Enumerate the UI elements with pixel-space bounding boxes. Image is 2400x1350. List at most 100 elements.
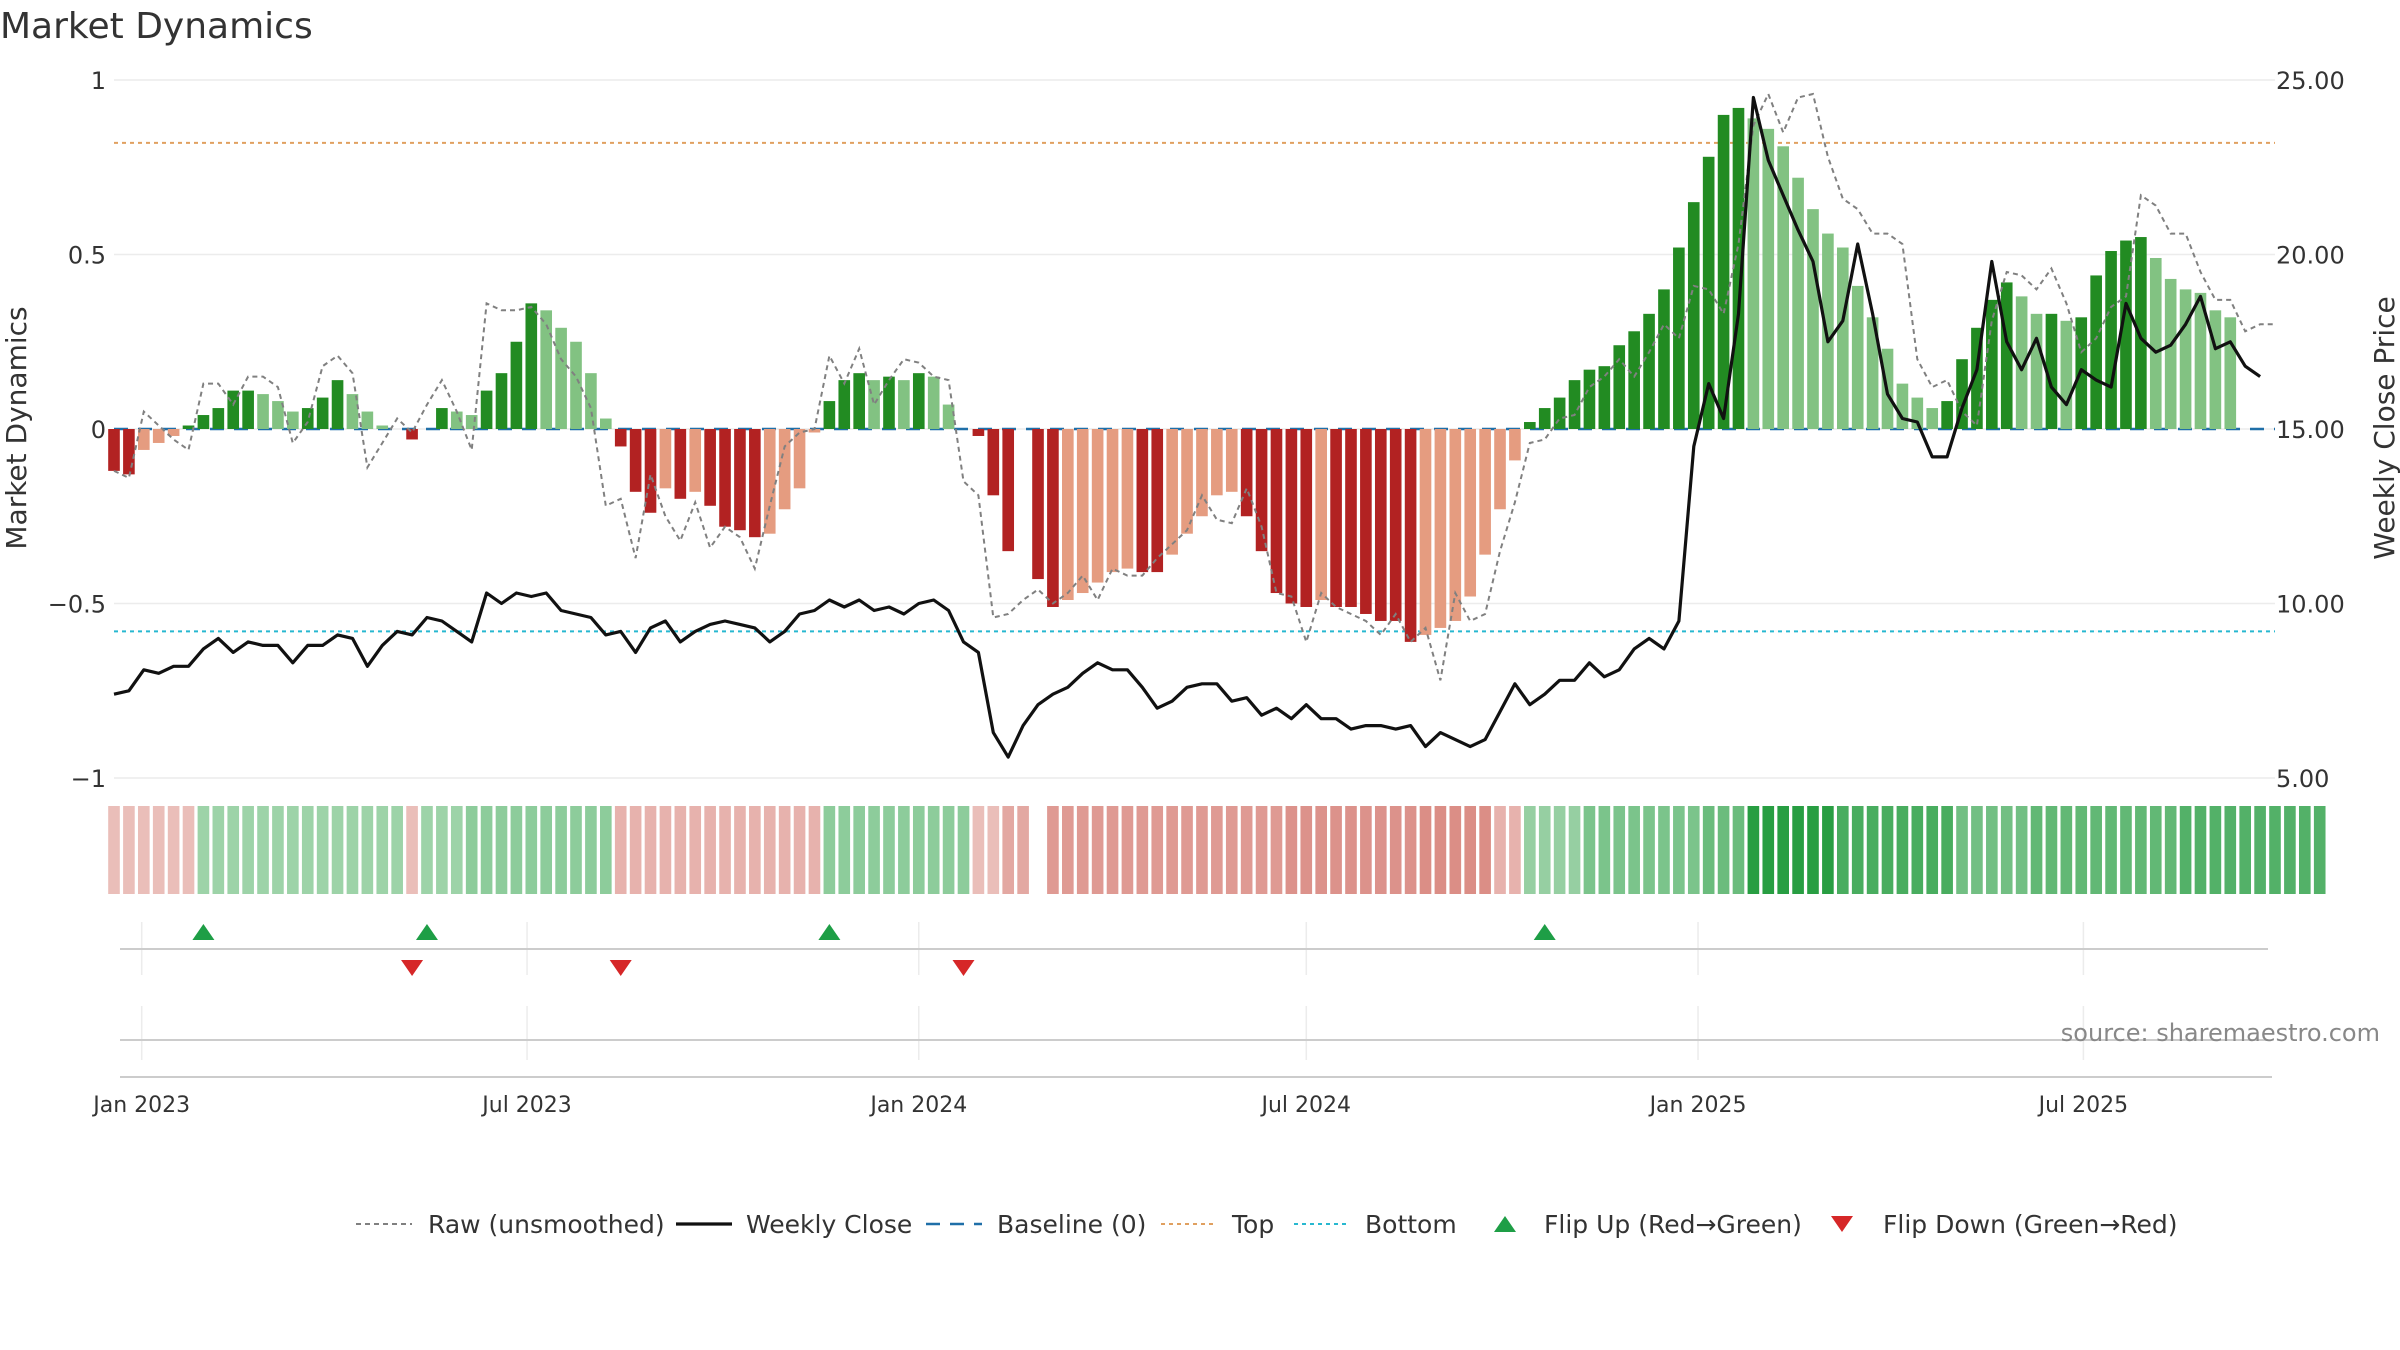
dynamics-bar [123, 429, 135, 475]
heat-cell [1062, 806, 1074, 894]
dynamics-bar [1136, 429, 1149, 573]
heat-cell [1613, 806, 1626, 894]
heat-cell [1196, 806, 1208, 894]
heat-cell [1628, 806, 1640, 894]
dynamics-bar [450, 411, 463, 429]
heat-cell [629, 806, 642, 894]
heat-cell [2015, 806, 2028, 894]
heat-cell [1404, 806, 1417, 894]
dynamics-bar [540, 310, 553, 429]
heat-cell [167, 806, 180, 894]
heat-cell [242, 806, 254, 894]
heat-cell [1121, 806, 1134, 894]
dynamics-bar [1047, 429, 1059, 607]
dynamics-bar [1836, 247, 1849, 429]
dynamics-bar [570, 341, 582, 429]
dynamics-bar [1732, 107, 1745, 430]
heat-cell [1091, 806, 1104, 894]
heat-cell [108, 806, 120, 894]
heat-cell [1732, 806, 1745, 894]
heat-cell [1240, 806, 1253, 894]
heat-cell [1076, 806, 1089, 894]
dynamics-bar [942, 404, 955, 429]
dynamics-bar [1240, 429, 1253, 517]
dynamics-bar [1851, 285, 1864, 429]
heat-cell [272, 806, 284, 894]
heat-cell [957, 806, 970, 894]
heat-cell [1941, 806, 1953, 894]
x-tick-label: Jul 2023 [480, 1093, 572, 1118]
heat-cell [2269, 806, 2281, 894]
heat-cell [1971, 806, 1983, 894]
dynamics-bar [600, 418, 612, 429]
dynamics-bar [1166, 429, 1178, 555]
heat-cell [152, 806, 165, 894]
dynamics-bar [257, 394, 269, 429]
heat-cell [1494, 806, 1506, 894]
heat-cell [1568, 806, 1581, 894]
flip-up-marker [818, 924, 841, 940]
dynamics-bar [1225, 429, 1238, 492]
heat-cell [1047, 806, 1059, 894]
heat-cell [376, 806, 389, 894]
dynamics-bar [108, 429, 120, 471]
dynamics-bar [1628, 331, 1640, 429]
dynamics-bar [480, 390, 493, 429]
x-tick-label: Jan 2025 [1648, 1093, 1747, 1118]
dynamics-bar [1300, 429, 1313, 607]
heat-cell [2105, 806, 2117, 894]
dynamics-bar [1270, 429, 1283, 594]
dynamics-bar [406, 429, 418, 440]
dynamics-bar [719, 429, 731, 527]
heat-cell [1896, 806, 1909, 894]
heat-cell [2060, 806, 2073, 894]
heat-cell [823, 806, 836, 894]
dynamics-bar [689, 429, 702, 492]
dynamics-bar [436, 408, 448, 429]
heat-cell [2298, 806, 2311, 894]
heat-cell [1717, 806, 1730, 894]
dynamics-bar [2224, 317, 2237, 429]
dynamics-bar [1971, 327, 1983, 429]
heat-cell [853, 806, 865, 894]
dynamics-bar [912, 373, 925, 429]
heat-cell [749, 806, 761, 894]
dynamics-bar [1374, 429, 1387, 621]
heat-cell [1777, 806, 1789, 894]
heat-cell [480, 806, 493, 894]
flip-markers-panel [120, 922, 2268, 976]
dynamics-bar [778, 429, 791, 510]
heat-cell [1926, 806, 1939, 894]
heat-cell [1151, 806, 1164, 894]
heat-cell [2313, 806, 2326, 894]
dynamics-bar [1062, 429, 1074, 601]
dynamics-bar [2164, 278, 2177, 429]
dynamics-bar [793, 429, 806, 489]
dynamics-bar [1211, 429, 1223, 496]
dynamics-bar [1673, 247, 1685, 429]
heat-cell [2045, 806, 2058, 894]
dynamics-bar [2135, 237, 2147, 429]
dynamics-bar [316, 397, 329, 429]
flip-down-marker [609, 960, 632, 976]
dynamics-bar [1434, 429, 1447, 628]
right-tick-label: 15.00 [2276, 416, 2345, 444]
heat-cell [436, 806, 448, 894]
heat-cell [182, 806, 195, 894]
heat-cell [2164, 806, 2177, 894]
dynamics-bar [1538, 408, 1551, 429]
heat-cell [287, 806, 299, 894]
dynamics-bar [1091, 429, 1104, 583]
dynamics-bar [227, 390, 240, 429]
legend-item-baseline: Baseline (0) [926, 1210, 1146, 1239]
heat-cell [1643, 806, 1655, 894]
heat-cell [1851, 806, 1864, 894]
dynamics-bar [734, 429, 746, 531]
heat-cell [1792, 806, 1804, 894]
dynamics-bar [1583, 369, 1596, 429]
x-tick-label: Jul 2025 [2037, 1093, 2129, 1118]
heat-cell [227, 806, 240, 894]
heat-cell [2224, 806, 2237, 894]
dynamics-bar [629, 429, 642, 492]
left-axis-ticks: 1 0.5 0 −0.5 −1 [48, 67, 106, 793]
